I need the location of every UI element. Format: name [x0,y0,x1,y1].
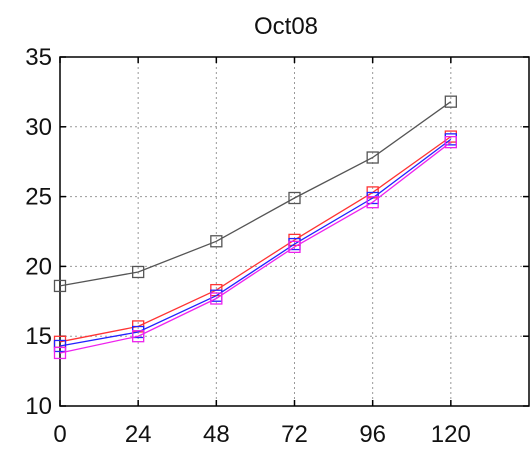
data-point-marker [53,346,67,360]
data-point-marker [444,95,457,108]
y-tick-label: 30 [25,114,52,141]
y-tick-label: 35 [25,44,52,71]
x-tick-label: 48 [203,421,230,448]
series-2 [53,130,457,348]
x-tick-label: 120 [431,421,471,448]
x-tick-label: 72 [281,421,308,448]
series-line [59,138,452,347]
y-tick-label: 25 [25,184,52,211]
y-tick-label: 20 [25,253,52,280]
series-4 [53,136,457,360]
data-point-marker [132,330,145,343]
y-axis-tick-labels: 10 15 20 25 30 35 [25,44,52,420]
data-point-marker [366,196,379,209]
y-tick-label: 10 [25,393,52,420]
data-point-marker [132,265,145,279]
x-tick-label: 24 [125,421,152,448]
axis-ticks [59,56,529,407]
series-line [59,136,452,343]
x-tick-label: 96 [359,421,386,448]
data-point-marker [288,240,301,254]
data-point-marker [210,235,223,248]
y-tick-label: 15 [25,323,52,350]
series-line [59,101,452,287]
data-point-marker [444,136,457,149]
data-point-marker [53,339,67,353]
data-point-marker [53,279,67,293]
series-layer [53,95,457,360]
x-tick-label: 0 [53,421,66,448]
series-3 [53,133,457,353]
x-axis-tick-labels: 0 24 48 72 96 120 [53,421,471,448]
series-1 [53,95,457,293]
data-point-marker [210,292,223,305]
chart-title: Oct08 [254,13,318,40]
data-point-marker [366,151,379,164]
data-point-marker [288,191,301,205]
grid-lines [60,57,529,406]
series-line [59,141,452,354]
